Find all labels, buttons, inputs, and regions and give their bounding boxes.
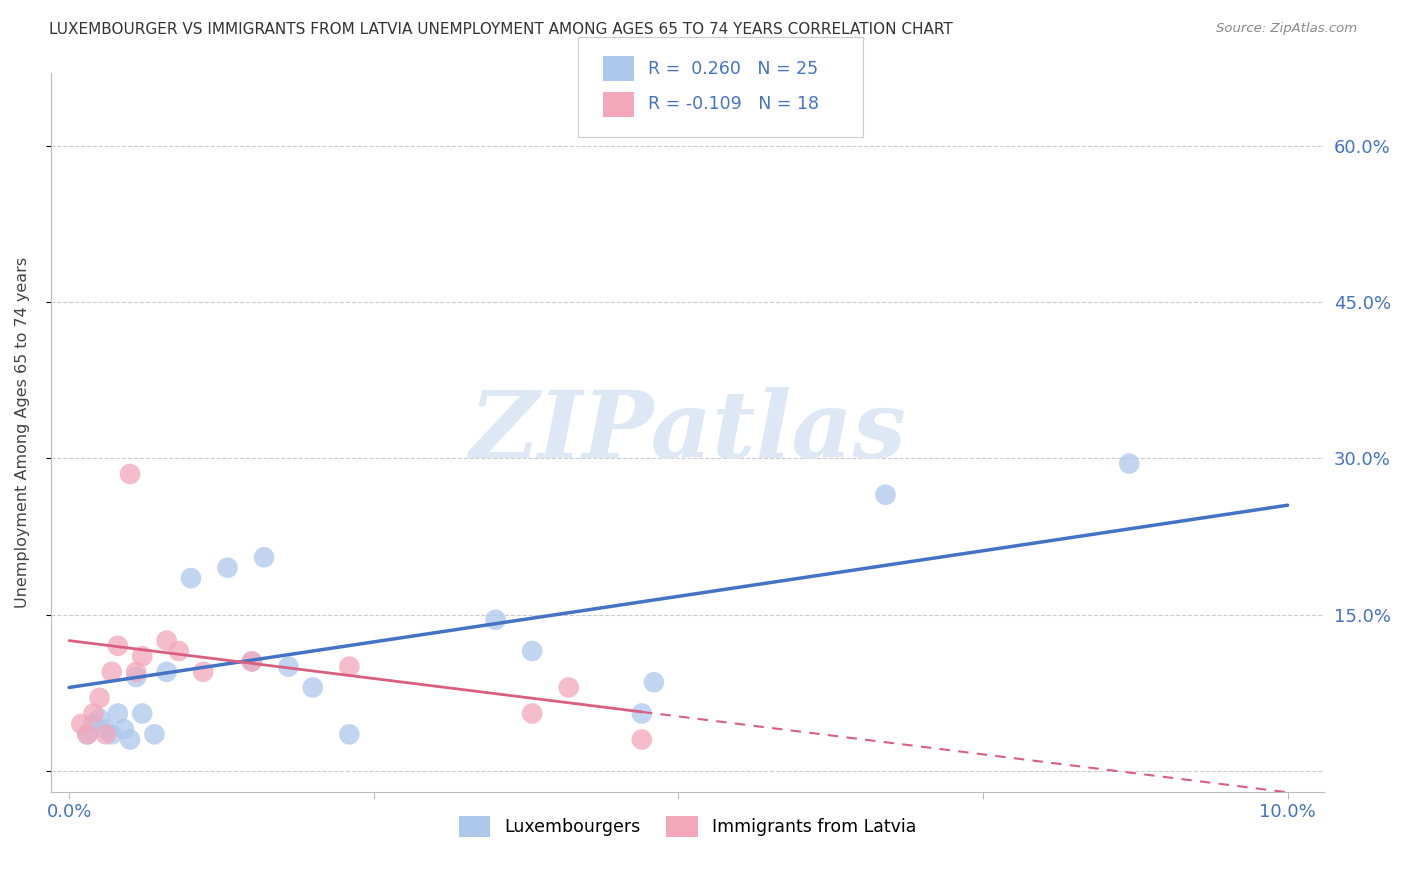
Point: [557, 681, 579, 695]
Point: [107, 639, 129, 653]
Point: [240, 655, 263, 669]
Point: [118, 732, 141, 747]
Point: [337, 659, 360, 673]
Point: [82, 717, 104, 731]
Point: [630, 732, 652, 747]
Text: R = -0.109   N = 18: R = -0.109 N = 18: [648, 95, 820, 113]
Point: [217, 560, 239, 574]
Legend: Luxembourgers, Immigrants from Latvia: Luxembourgers, Immigrants from Latvia: [453, 809, 922, 844]
Text: ZIPatlas: ZIPatlas: [470, 387, 905, 477]
Point: [484, 613, 506, 627]
Point: [167, 644, 190, 658]
Point: [143, 727, 166, 741]
Text: Source: ZipAtlas.com: Source: ZipAtlas.com: [1216, 22, 1357, 36]
Text: R =  0.260   N = 25: R = 0.260 N = 25: [648, 60, 818, 78]
Point: [125, 665, 148, 679]
Point: [191, 665, 214, 679]
Point: [520, 706, 543, 721]
Point: [277, 659, 299, 673]
Point: [94, 727, 117, 741]
Point: [131, 706, 153, 721]
Point: [94, 722, 117, 736]
Point: [630, 706, 652, 721]
Point: [643, 675, 665, 690]
Point: [76, 727, 98, 741]
Point: [180, 571, 202, 585]
Point: [155, 633, 177, 648]
Point: [89, 690, 111, 705]
Point: [253, 550, 276, 565]
Point: [82, 706, 104, 721]
Y-axis label: Unemployment Among Ages 65 to 74 years: Unemployment Among Ages 65 to 74 years: [15, 257, 30, 607]
Point: [70, 717, 93, 731]
Point: [131, 649, 153, 664]
Point: [100, 665, 122, 679]
Point: [520, 644, 543, 658]
Point: [875, 488, 897, 502]
Point: [112, 722, 135, 736]
Point: [337, 727, 360, 741]
Point: [301, 681, 323, 695]
Point: [76, 727, 98, 741]
Point: [107, 706, 129, 721]
Point: [89, 712, 111, 726]
Point: [1118, 457, 1140, 471]
Point: [125, 670, 148, 684]
Point: [240, 655, 263, 669]
Text: LUXEMBOURGER VS IMMIGRANTS FROM LATVIA UNEMPLOYMENT AMONG AGES 65 TO 74 YEARS CO: LUXEMBOURGER VS IMMIGRANTS FROM LATVIA U…: [49, 22, 953, 37]
Point: [155, 665, 177, 679]
Point: [100, 727, 122, 741]
Point: [118, 467, 141, 481]
